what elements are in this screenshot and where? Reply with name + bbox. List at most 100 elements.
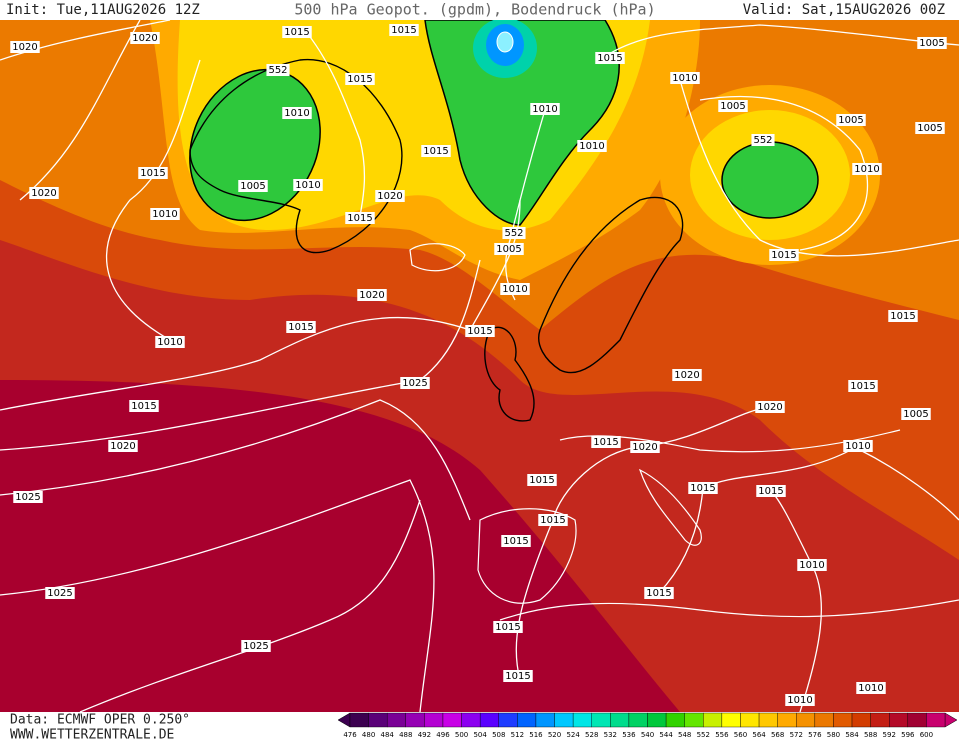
isobar-label: 1020 xyxy=(674,370,699,381)
isobar xyxy=(679,79,959,257)
isobar-label: 1010 xyxy=(854,164,879,175)
valid-time: Valid: Sat,15AUG2026 00Z xyxy=(743,2,945,18)
scale-swatch xyxy=(721,712,741,728)
isobar xyxy=(302,27,366,219)
isobar-label: 1015 xyxy=(467,326,492,337)
isobar-label-box xyxy=(852,163,882,175)
isobar-label-box xyxy=(670,72,700,84)
isobar-label-box xyxy=(530,103,560,115)
isobar-label: 1015 xyxy=(540,515,565,526)
isobar-label-box xyxy=(130,32,160,44)
isobar-label: 552 xyxy=(504,228,523,239)
scale-label: 488 xyxy=(399,731,412,739)
isobar-label-box xyxy=(644,587,674,599)
isobar-label-box xyxy=(150,208,180,220)
isobar-label: 1020 xyxy=(12,42,37,53)
isobar-label: 1010 xyxy=(579,141,604,152)
isobar-label: 1020 xyxy=(632,442,657,453)
scale-label: 544 xyxy=(659,731,673,739)
scale-label: 564 xyxy=(752,731,766,739)
isobar xyxy=(699,95,869,251)
isobar-label: 1020 xyxy=(377,191,402,202)
scale-swatch xyxy=(889,712,909,728)
isobar-label: 1015 xyxy=(505,671,530,682)
scale-label: 572 xyxy=(790,731,803,739)
data-source: Data: ECMWF OPER 0.250° xyxy=(10,713,190,728)
isobar-label: 552 xyxy=(268,65,287,76)
isobar-label-box xyxy=(400,377,430,389)
isobar-label: 1005 xyxy=(496,244,521,255)
scale-swatch xyxy=(684,712,704,728)
isobar-label: 1020 xyxy=(359,290,384,301)
isobar-label: 1010 xyxy=(295,180,320,191)
isobar-label-box xyxy=(672,369,702,381)
scale-label: 596 xyxy=(901,731,915,739)
isobar-label: 1025 xyxy=(47,588,72,599)
isobar-label-box xyxy=(769,249,799,261)
scale-swatch xyxy=(368,712,388,728)
isobar-label-box xyxy=(465,325,495,337)
scale-swatch xyxy=(628,712,648,728)
scale-swatch xyxy=(833,712,853,728)
isobar-label-box xyxy=(282,107,312,119)
isobar-label: 1015 xyxy=(850,381,875,392)
isobar-label: 1015 xyxy=(503,536,528,547)
isobar-label-box xyxy=(138,167,168,179)
isobar-label: 1010 xyxy=(532,104,557,115)
isobar-label: 1010 xyxy=(502,284,527,295)
isobar-label: 1015 xyxy=(391,25,416,36)
isobar-label-box xyxy=(755,401,785,413)
scale-label: 560 xyxy=(734,731,747,739)
scale-label: 552 xyxy=(697,731,710,739)
isobar-label-box xyxy=(688,482,718,494)
scale-swatch xyxy=(610,712,630,728)
low-core xyxy=(496,31,514,53)
isobar-label: 1005 xyxy=(917,123,942,134)
isobar-label-box xyxy=(527,474,557,486)
scale-swatch xyxy=(424,712,444,728)
isobar-label-box xyxy=(345,73,375,85)
scale-label: 480 xyxy=(362,731,375,739)
isobar-label-box xyxy=(843,440,873,452)
low-green xyxy=(424,20,620,226)
isobar-label: 1025 xyxy=(243,641,268,652)
isobar-label-box xyxy=(797,559,827,571)
isobar-label-box xyxy=(503,670,533,682)
isobar-label: 1005 xyxy=(838,115,863,126)
isobar-label-box xyxy=(108,440,138,452)
coastline-britain xyxy=(484,326,535,422)
scale-swatch xyxy=(870,712,890,728)
isobar-label: 1020 xyxy=(132,33,157,44)
scale-label: 588 xyxy=(864,731,877,739)
isobar-label: 1010 xyxy=(157,337,182,348)
isobar-label: 1010 xyxy=(858,683,883,694)
isobar-label: 1015 xyxy=(131,401,156,412)
scale-label: 520 xyxy=(548,731,561,739)
scale-swatch xyxy=(535,712,555,728)
isobar-label-box xyxy=(785,694,815,706)
website: WWW.WETTERZENTRALE.DE xyxy=(10,728,174,741)
isobar xyxy=(19,20,141,201)
isobar-label-box xyxy=(155,336,185,348)
isobar-label-box xyxy=(238,180,268,192)
scale-label: 532 xyxy=(604,731,617,739)
scale-label: 592 xyxy=(883,731,896,739)
scale-swatch xyxy=(442,712,462,728)
scale-label: 484 xyxy=(381,731,395,739)
scale-swatch xyxy=(907,712,927,728)
isobar-label: 1015 xyxy=(646,588,671,599)
isobar-label-box xyxy=(13,491,43,503)
scale-label: 580 xyxy=(827,731,840,739)
scale-swatch xyxy=(591,712,611,728)
isobar-label-box xyxy=(29,187,59,199)
scale-swatch xyxy=(758,712,778,728)
isobar-label-box xyxy=(421,145,451,157)
isobar-label: 1015 xyxy=(140,168,165,179)
scale-label: 600 xyxy=(920,731,933,739)
scale-swatch xyxy=(851,712,871,728)
scale-swatch xyxy=(777,712,797,728)
isobar xyxy=(0,20,171,61)
scale-swatch xyxy=(703,712,723,728)
map-fields xyxy=(0,20,959,712)
